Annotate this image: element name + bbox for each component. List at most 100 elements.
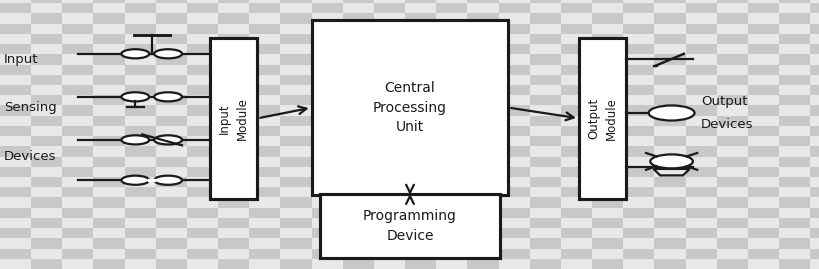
Bar: [187, 228, 218, 238]
Bar: [342, 208, 373, 218]
Bar: [560, 44, 591, 54]
Bar: [405, 197, 436, 208]
Bar: [280, 167, 311, 177]
Bar: [218, 24, 249, 34]
Bar: [280, 249, 311, 259]
Bar: [591, 228, 622, 238]
Bar: [405, 126, 436, 136]
Bar: [498, 136, 529, 146]
Text: Central
Processing
Unit: Central Processing Unit: [373, 81, 446, 134]
Bar: [405, 146, 436, 157]
Bar: [747, 116, 778, 126]
Bar: [311, 85, 342, 95]
Bar: [591, 95, 622, 105]
Bar: [467, 126, 498, 136]
Bar: [187, 218, 218, 228]
Bar: [31, 0, 62, 3]
Bar: [778, 238, 809, 249]
Bar: [62, 95, 93, 105]
Bar: [280, 116, 311, 126]
Bar: [591, 249, 622, 259]
Circle shape: [648, 105, 694, 121]
Bar: [342, 126, 373, 136]
Bar: [156, 24, 187, 34]
Bar: [778, 157, 809, 167]
Bar: [436, 146, 467, 157]
Bar: [62, 44, 93, 54]
Bar: [778, 187, 809, 197]
Bar: [560, 54, 591, 65]
Bar: [654, 3, 685, 13]
Bar: [342, 228, 373, 238]
Bar: [311, 13, 342, 24]
Bar: [716, 157, 747, 167]
Bar: [187, 105, 218, 116]
Bar: [0, 116, 31, 126]
Bar: [716, 177, 747, 187]
Bar: [218, 0, 249, 3]
Bar: [93, 85, 124, 95]
Bar: [0, 24, 31, 34]
Bar: [405, 34, 436, 44]
Bar: [187, 177, 218, 187]
Bar: [622, 167, 654, 177]
Bar: [156, 157, 187, 167]
Bar: [280, 24, 311, 34]
Bar: [31, 85, 62, 95]
Bar: [311, 146, 342, 157]
Bar: [311, 0, 342, 3]
Bar: [467, 167, 498, 177]
Bar: [280, 13, 311, 24]
Bar: [622, 95, 654, 105]
Bar: [747, 54, 778, 65]
Text: Programming
Device: Programming Device: [363, 209, 456, 243]
Bar: [467, 3, 498, 13]
Bar: [809, 3, 819, 13]
Bar: [654, 187, 685, 197]
Bar: [747, 187, 778, 197]
Bar: [93, 54, 124, 65]
Bar: [591, 0, 622, 3]
Bar: [405, 157, 436, 167]
Bar: [529, 65, 560, 75]
Bar: [124, 34, 156, 44]
Bar: [0, 146, 31, 157]
Bar: [373, 177, 405, 187]
Bar: [187, 65, 218, 75]
Bar: [373, 44, 405, 54]
Bar: [93, 228, 124, 238]
Bar: [93, 0, 124, 3]
Bar: [405, 167, 436, 177]
Bar: [62, 177, 93, 187]
Bar: [0, 259, 31, 269]
Bar: [156, 259, 187, 269]
Bar: [31, 218, 62, 228]
Bar: [498, 44, 529, 54]
Bar: [498, 197, 529, 208]
Bar: [62, 65, 93, 75]
Bar: [0, 105, 31, 116]
Bar: [498, 34, 529, 44]
Bar: [187, 197, 218, 208]
Bar: [498, 208, 529, 218]
Bar: [62, 208, 93, 218]
Bar: [280, 34, 311, 44]
Bar: [498, 75, 529, 85]
Bar: [156, 75, 187, 85]
Bar: [0, 126, 31, 136]
Bar: [654, 0, 685, 3]
Bar: [187, 34, 218, 44]
Bar: [716, 259, 747, 269]
Bar: [156, 126, 187, 136]
Bar: [280, 146, 311, 157]
Bar: [685, 167, 716, 177]
Bar: [436, 126, 467, 136]
Bar: [654, 259, 685, 269]
Bar: [591, 238, 622, 249]
Bar: [311, 54, 342, 65]
Bar: [716, 238, 747, 249]
Bar: [405, 85, 436, 95]
Bar: [280, 105, 311, 116]
Bar: [311, 208, 342, 218]
Bar: [716, 249, 747, 259]
